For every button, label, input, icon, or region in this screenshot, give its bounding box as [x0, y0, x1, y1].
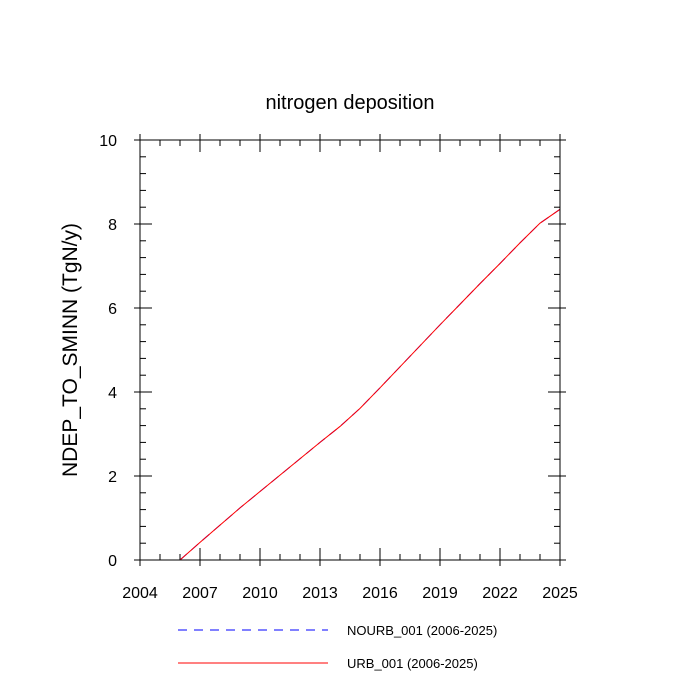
y-tick-label: 4 [108, 385, 117, 402]
x-tick-label: 2010 [242, 585, 278, 602]
legend: NOURB_001 (2006-2025) URB_001 (2006-2025) [178, 623, 497, 671]
x-tick-label: 2025 [542, 585, 578, 602]
plot-frame [139, 139, 561, 561]
y-tick-label: 6 [108, 301, 117, 318]
y-axis-label: NDEP_TO_SMINN (TgN/y) [59, 223, 82, 477]
series-line-1 [179, 208, 561, 561]
y-tick-label: 8 [108, 217, 117, 234]
chart-title: nitrogen deposition [265, 92, 434, 114]
y-tick-label: 0 [108, 553, 117, 570]
x-tick-label: 2019 [422, 585, 458, 602]
tick-marks [134, 134, 566, 566]
series-line-0 [179, 208, 561, 561]
x-tick-label: 2013 [302, 585, 338, 602]
x-tick-label: 2016 [362, 585, 398, 602]
x-tick-label: 2022 [482, 585, 518, 602]
legend-label: URB_001 (2006-2025) [347, 656, 478, 671]
x-tick-label: 2007 [182, 585, 218, 602]
y-tick-label: 10 [99, 133, 117, 150]
series-lines [179, 208, 561, 561]
x-tick-label: 2004 [122, 585, 158, 602]
tick-labels: 2004 2007 2010 2013 2016 2019 2022 2025 0 2 4 6 8 10 [99, 133, 578, 602]
legend-label: NOURB_001 (2006-2025) [347, 623, 497, 638]
y-tick-label: 2 [108, 469, 117, 486]
